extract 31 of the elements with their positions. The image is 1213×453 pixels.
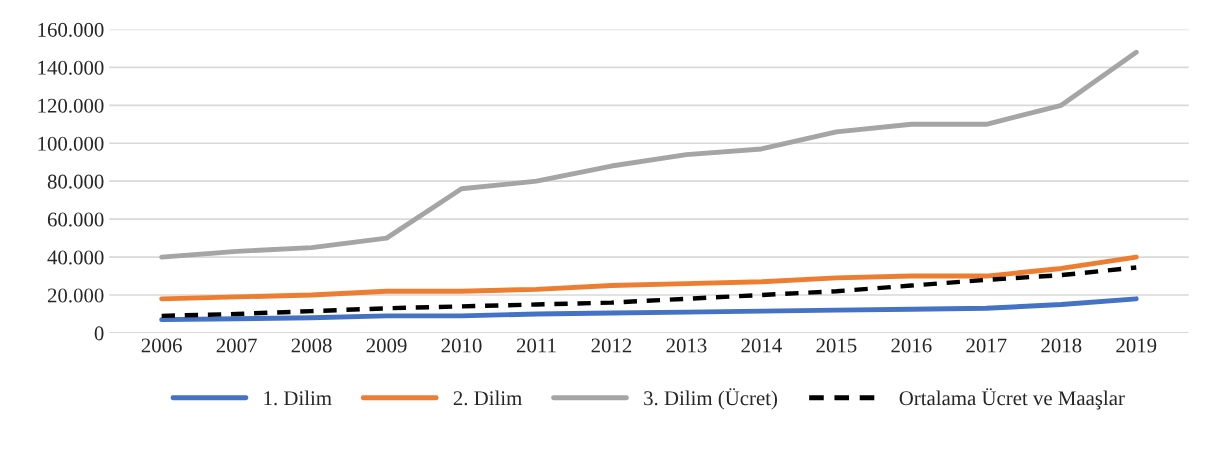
y-tick-label: 60.000 [47,212,104,227]
x-tick-label: 2010 [441,338,482,353]
x-tick-label: 2016 [891,338,932,353]
legend-label: Ortalama Ücret ve Maaşlar [899,388,1125,410]
y-tick-label: 20.000 [47,288,104,303]
legend-label: 2. Dilim [453,390,522,406]
x-tick-label: 2006 [141,338,182,353]
line-series [159,49,1139,260]
x-tick-label: 2017 [966,338,1007,353]
y-tick-label: 140.000 [38,60,104,75]
y-tick-label: 40.000 [47,250,104,265]
x-tick-label: 2011 [516,338,556,353]
y-tick-label: 100.000 [38,136,104,151]
x-tick-label: 2015 [816,338,857,353]
legend-label: 1. Dilim [264,390,332,406]
x-tick-label: 2014 [741,338,782,353]
legend-label: 3. Dilim (Ücret) [644,388,778,410]
y-tick-label: 160.000 [38,22,104,37]
x-tick-label: 2013 [666,338,707,353]
y-tick-label: 80.000 [47,174,104,189]
x-tick-label: 2019 [1116,338,1157,353]
x-tick-label: 2007 [216,338,257,353]
y-tick-label: 0 [94,326,104,341]
x-tick-label: 2012 [591,338,632,353]
line-series [159,254,1139,302]
x-tick-label: 2018 [1041,338,1082,353]
line-series [159,265,1139,319]
x-tick-label: 2008 [291,338,332,353]
x-tick-label: 2009 [366,338,407,353]
y-tick-label: 120.000 [38,98,104,113]
line-series [159,296,1139,323]
